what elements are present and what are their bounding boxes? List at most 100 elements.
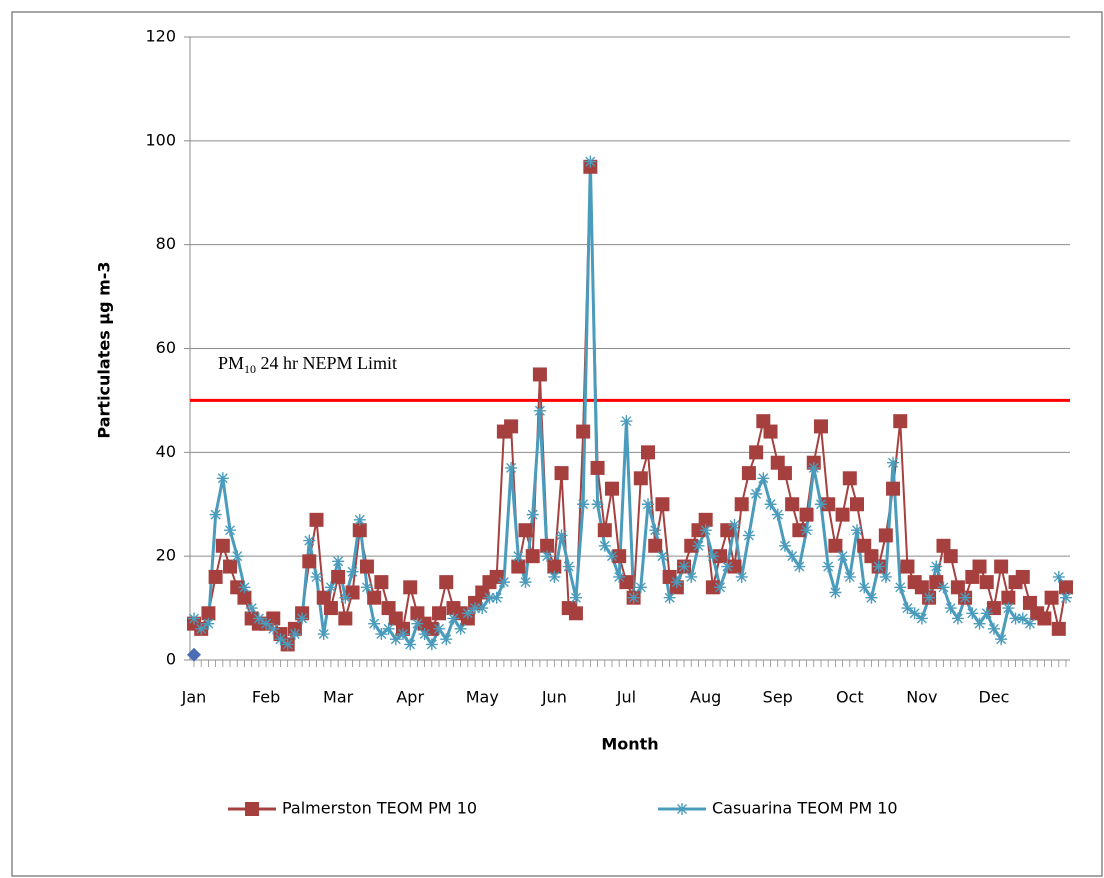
marker bbox=[800, 524, 813, 537]
marker bbox=[476, 602, 489, 615]
x-tick-label: Apr bbox=[396, 688, 424, 707]
marker bbox=[923, 591, 936, 604]
marker bbox=[469, 602, 482, 615]
marker bbox=[750, 487, 763, 500]
marker bbox=[483, 591, 496, 604]
marker bbox=[793, 560, 806, 573]
marker bbox=[799, 507, 814, 522]
marker bbox=[237, 590, 252, 605]
marker bbox=[604, 481, 619, 496]
marker bbox=[368, 617, 381, 630]
marker bbox=[323, 601, 338, 616]
marker bbox=[987, 622, 1000, 635]
marker bbox=[569, 591, 582, 604]
marker bbox=[749, 445, 764, 460]
marker bbox=[302, 554, 317, 569]
marker bbox=[1001, 590, 1016, 605]
marker bbox=[900, 559, 915, 574]
marker bbox=[274, 633, 287, 646]
y-tick-label: 20 bbox=[156, 546, 176, 565]
marker bbox=[872, 560, 885, 573]
marker bbox=[598, 539, 611, 552]
marker bbox=[835, 507, 850, 522]
marker bbox=[887, 456, 900, 469]
marker bbox=[591, 498, 604, 511]
marker bbox=[215, 538, 230, 553]
marker bbox=[396, 628, 409, 641]
marker bbox=[532, 367, 547, 382]
marker bbox=[633, 471, 648, 486]
marker bbox=[822, 560, 835, 573]
marker bbox=[699, 524, 712, 537]
marker bbox=[1002, 602, 1015, 615]
marker bbox=[1059, 580, 1073, 595]
y-tick-label: 80 bbox=[156, 234, 176, 253]
marker bbox=[525, 549, 540, 564]
marker bbox=[641, 445, 656, 460]
marker bbox=[541, 550, 554, 563]
marker bbox=[425, 638, 438, 651]
marker bbox=[382, 622, 395, 635]
marker bbox=[359, 559, 374, 574]
marker bbox=[281, 638, 294, 651]
marker bbox=[930, 560, 943, 573]
marker bbox=[777, 466, 792, 481]
marker bbox=[908, 607, 921, 620]
marker bbox=[851, 524, 864, 537]
marker bbox=[403, 580, 418, 595]
marker bbox=[721, 560, 734, 573]
marker bbox=[655, 497, 670, 512]
y-tick-label: 120 bbox=[145, 27, 176, 46]
marker bbox=[951, 612, 964, 625]
marker bbox=[231, 550, 244, 563]
marker bbox=[692, 539, 705, 552]
reference-label-text: PM bbox=[218, 353, 244, 373]
x-tick-label: Sep bbox=[763, 688, 793, 707]
reference-label: PM10 24 hr NEPM Limit bbox=[218, 353, 397, 376]
marker bbox=[764, 498, 777, 511]
marker bbox=[1060, 591, 1072, 604]
marker bbox=[649, 524, 662, 537]
marker bbox=[548, 570, 561, 583]
marker bbox=[735, 570, 748, 583]
marker bbox=[576, 424, 591, 439]
marker bbox=[1037, 611, 1052, 626]
marker bbox=[533, 404, 546, 417]
marker bbox=[836, 550, 849, 563]
marker bbox=[757, 472, 770, 485]
marker bbox=[296, 612, 309, 625]
marker bbox=[894, 581, 907, 594]
marker bbox=[698, 512, 713, 527]
marker bbox=[252, 612, 265, 625]
marker bbox=[288, 628, 301, 641]
marker bbox=[512, 550, 525, 563]
marker bbox=[331, 569, 346, 584]
marker bbox=[504, 419, 519, 434]
marker bbox=[676, 803, 688, 815]
marker bbox=[562, 560, 575, 573]
marker bbox=[619, 575, 634, 590]
marker bbox=[511, 559, 526, 574]
x-tick-label: Feb bbox=[252, 688, 280, 707]
marker bbox=[310, 570, 323, 583]
marker bbox=[741, 466, 756, 481]
y-tick-label: 100 bbox=[145, 130, 176, 149]
marker bbox=[303, 534, 316, 547]
marker bbox=[1052, 570, 1065, 583]
marker bbox=[332, 555, 345, 568]
x-tick-label: May bbox=[466, 688, 499, 707]
marker bbox=[201, 606, 216, 621]
marker bbox=[634, 581, 647, 594]
y-tick-label: 40 bbox=[156, 442, 176, 461]
marker bbox=[828, 538, 843, 553]
marker bbox=[526, 508, 539, 521]
marker bbox=[663, 591, 676, 604]
marker bbox=[1023, 617, 1036, 630]
marker bbox=[260, 617, 273, 630]
marker bbox=[346, 565, 359, 578]
marker bbox=[1009, 612, 1022, 625]
marker bbox=[1044, 590, 1059, 605]
legend-label: Casuarina TEOM PM 10 bbox=[712, 799, 898, 818]
marker bbox=[309, 512, 324, 527]
marker bbox=[1015, 569, 1030, 584]
